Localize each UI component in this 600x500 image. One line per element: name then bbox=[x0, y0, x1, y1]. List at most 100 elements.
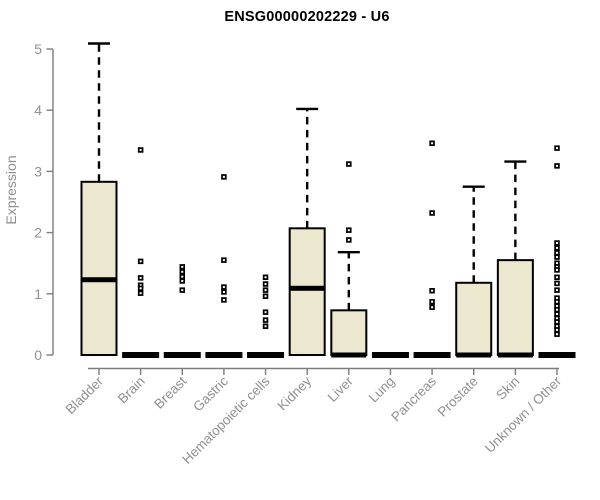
outlier-square-center bbox=[139, 148, 142, 151]
outlier-square-center bbox=[556, 317, 558, 320]
outlier-point bbox=[262, 309, 269, 315]
y-axis: 0 1 2 3 4 5 bbox=[34, 41, 54, 363]
boxplot-skin bbox=[496, 160, 534, 358]
outlier-square-center bbox=[222, 259, 225, 262]
outlier-point bbox=[221, 174, 227, 180]
outlier-point bbox=[554, 306, 560, 313]
outlier-point bbox=[554, 260, 560, 266]
outlier-square-center bbox=[222, 298, 225, 301]
x-tick-label-prostate: Prostate bbox=[435, 374, 481, 420]
outlier-square-center bbox=[347, 238, 350, 241]
outlier-square-center bbox=[556, 308, 558, 311]
boxplot-bladder bbox=[80, 42, 118, 356]
outlier-square-center bbox=[556, 328, 558, 331]
x-tick-label-bladder: Bladder bbox=[63, 373, 107, 417]
outlier-square-center bbox=[556, 276, 558, 279]
outlier-square-center bbox=[181, 275, 184, 278]
outlier-point bbox=[137, 290, 144, 296]
outlier-point bbox=[554, 323, 560, 329]
outlier-square-center bbox=[431, 289, 434, 292]
box bbox=[288, 227, 326, 356]
median-line bbox=[456, 352, 492, 358]
outlier-point bbox=[554, 240, 560, 246]
outlier-point bbox=[179, 269, 186, 275]
outlier-square-center bbox=[556, 300, 558, 303]
outlier-point bbox=[262, 323, 269, 329]
outlier-point bbox=[554, 311, 560, 317]
outlier-point bbox=[554, 245, 560, 251]
outlier-point bbox=[554, 331, 560, 337]
outlier-point bbox=[221, 289, 227, 295]
outlier-point bbox=[221, 297, 227, 303]
outlier-square-center bbox=[264, 295, 267, 298]
outlier-point bbox=[554, 274, 560, 281]
outlier-square-center bbox=[222, 175, 225, 178]
outlier-point bbox=[262, 317, 269, 323]
outlier-point bbox=[429, 304, 435, 311]
outlier-square-center bbox=[556, 333, 558, 336]
outlier-point bbox=[554, 145, 560, 151]
outlier-point bbox=[262, 287, 269, 293]
outlier-point bbox=[346, 227, 352, 233]
outlier-point bbox=[179, 278, 186, 284]
outlier-square-center bbox=[431, 306, 434, 309]
collapsed-box-median bbox=[163, 352, 201, 358]
outlier-point bbox=[554, 280, 560, 287]
collapsed-box-median bbox=[122, 352, 160, 358]
outlier-square-center bbox=[264, 289, 267, 292]
outlier-square-center bbox=[222, 286, 225, 289]
outlier-square-center bbox=[556, 256, 558, 259]
outlier-square-center bbox=[556, 147, 558, 150]
boxplot-unknown-other bbox=[538, 145, 576, 358]
outlier-point bbox=[554, 315, 560, 322]
outlier-point bbox=[346, 161, 352, 167]
chart-title: ENSG00000202229 - U6 bbox=[224, 9, 390, 25]
outlier-square-center bbox=[264, 325, 267, 328]
outlier-square-center bbox=[264, 319, 267, 322]
x-tick-label-lung: Lung bbox=[366, 374, 398, 406]
outlier-point bbox=[179, 273, 186, 280]
outlier-point bbox=[554, 163, 560, 169]
outlier-square-center bbox=[556, 164, 558, 167]
outlier-point bbox=[221, 257, 227, 263]
outlier-square-center bbox=[139, 284, 142, 287]
outlier-square-center bbox=[181, 279, 184, 282]
median-line bbox=[497, 352, 533, 358]
outlier-square-center bbox=[264, 276, 267, 279]
outlier-square-center bbox=[264, 283, 267, 286]
outlier-point bbox=[179, 264, 186, 270]
outlier-point bbox=[137, 275, 144, 281]
y-tick-label: 2 bbox=[34, 225, 42, 241]
outlier-square-center bbox=[139, 260, 142, 263]
outlier-point bbox=[429, 140, 435, 146]
boxplot-brain bbox=[122, 147, 160, 358]
boxplot-pancreas bbox=[413, 140, 451, 358]
x-tick-label-breast: Breast bbox=[151, 373, 189, 411]
outlier-square-center bbox=[347, 163, 350, 166]
outlier-square-center bbox=[181, 289, 184, 292]
x-tick-label-gastric: Gastric bbox=[190, 373, 231, 414]
median-line bbox=[331, 352, 367, 358]
outlier-square-center bbox=[556, 297, 558, 300]
collapsed-box-median bbox=[413, 352, 451, 358]
outlier-square-center bbox=[264, 311, 267, 314]
outlier-point bbox=[429, 287, 435, 294]
outlier-point bbox=[262, 293, 269, 299]
box bbox=[330, 309, 368, 357]
outlier-point bbox=[137, 285, 144, 292]
y-tick-label: 4 bbox=[34, 102, 42, 118]
outlier-square-center bbox=[556, 325, 558, 328]
outlier-point bbox=[554, 267, 560, 273]
median-line bbox=[289, 285, 325, 291]
outlier-point bbox=[554, 287, 560, 293]
outlier-point bbox=[554, 319, 560, 325]
outlier-square-center bbox=[431, 300, 434, 303]
median-line bbox=[81, 277, 117, 283]
outlier-square-center bbox=[139, 287, 142, 290]
x-tick-label-kidney: Kidney bbox=[275, 373, 315, 413]
outlier-point bbox=[554, 250, 560, 256]
outlier-square-center bbox=[139, 292, 142, 295]
outlier-point bbox=[179, 287, 186, 293]
